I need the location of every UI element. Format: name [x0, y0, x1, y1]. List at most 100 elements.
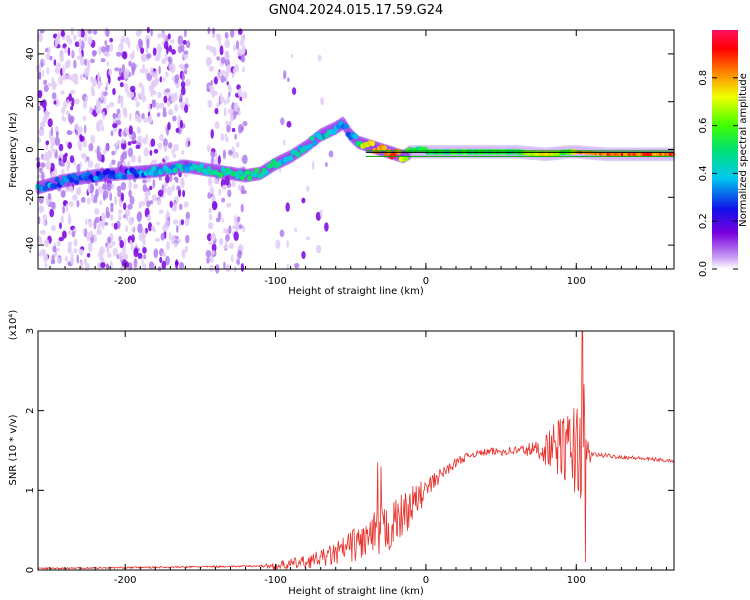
spectrogram-noise-blob	[237, 88, 243, 97]
spectrogram-noise-blob	[224, 99, 227, 106]
spectrogram-noise-blob	[153, 248, 159, 259]
spectrogram-noise-blob	[181, 72, 185, 83]
spectrogram-noise-blob	[286, 263, 290, 271]
spectrogram-noise-blob	[179, 93, 183, 104]
spectrogram-noise-blob	[237, 184, 242, 191]
spectrogram-noise-blob	[100, 58, 106, 63]
spectrogram-noise-blob	[208, 241, 212, 245]
y-tick-label: 1	[25, 487, 36, 493]
spectrogram-noise-blob	[182, 189, 186, 198]
spectrogram-noise-blob	[301, 251, 306, 259]
spectrogram-noise-blob	[212, 27, 216, 35]
spectrogram-reference-lines	[365, 150, 674, 157]
spectrogram-noise-blob	[78, 248, 84, 256]
spectrogram-noise-blob	[60, 107, 66, 115]
y-tick-label: 20	[25, 95, 36, 108]
spectrogram-noise-blob	[181, 86, 186, 96]
spectrogram-noise-blob	[77, 28, 82, 38]
spectrogram-noise-blob	[64, 152, 68, 157]
spectrogram-noise-blob	[146, 200, 151, 208]
spectrogram-noise-blob	[80, 28, 85, 38]
spectrogram-noise-blob	[59, 222, 62, 230]
spectrogram-noise-blob	[122, 51, 128, 60]
spectrogram-noise-blob	[95, 108, 101, 114]
spectrogram-noise-blob	[38, 205, 44, 214]
spectrogram-noise-blob	[223, 261, 226, 270]
spectrogram-noise-blob	[168, 45, 172, 52]
spectrogram-x-axis-label: Height of straight line (km)	[288, 286, 424, 297]
spectrogram-track-cell	[95, 170, 101, 177]
spectrogram-noise-blob	[180, 219, 184, 226]
spectrogram-noise-blob	[228, 242, 235, 249]
spectrogram-noise-blob	[306, 185, 310, 192]
colorbar-tick-label: 0.2	[698, 213, 709, 229]
spectrogram-noise-blob	[165, 71, 169, 78]
spectrogram-noise-blob	[116, 140, 121, 145]
spectrogram-noise-blob	[41, 99, 47, 109]
spectrogram-noise-blob	[68, 93, 72, 102]
spectrogram-noise-blob	[88, 219, 93, 228]
spectrogram-noise-blob	[105, 86, 108, 91]
spectrogram-noise-blob	[100, 90, 105, 100]
spectrogram-noise-blob	[120, 192, 125, 202]
spectrogram-noise-blob	[185, 40, 191, 49]
spectrogram-noise-blob	[86, 156, 90, 162]
spectrogram-noise-blob	[238, 123, 244, 134]
spectrogram-noise-blob	[39, 167, 43, 174]
spectrogram-noise-blob	[137, 135, 143, 144]
spectrogram-noise-blob	[44, 263, 48, 268]
spectrogram-noise-blob	[52, 148, 57, 154]
spectrogram-noise-blob	[158, 65, 161, 75]
spectrogram-noise-blob	[58, 76, 63, 85]
spectrogram-noise-blob	[183, 201, 189, 208]
spectrogram-noise-blob	[151, 80, 157, 86]
spectrogram-noise-blob	[45, 161, 52, 170]
spectrogram-track-cell	[247, 175, 253, 181]
spectrogram-noise-blob	[168, 231, 172, 241]
spectrogram-noise-blob	[132, 50, 135, 58]
spectrogram-noise-blob	[67, 241, 73, 248]
spectrogram-noise-blob	[233, 214, 237, 225]
spectrogram-noise-blob	[163, 41, 169, 50]
spectrogram-noise-blob	[216, 71, 221, 80]
spectrogram-noise-blob	[234, 133, 237, 140]
spectrogram-noise-blob	[64, 47, 68, 54]
spectrogram-noise-blob	[123, 71, 129, 80]
colorbar-tick-label: 0.4	[698, 165, 709, 181]
spectrogram-noise-blob	[84, 67, 90, 77]
spectrogram-noise-blob	[73, 73, 79, 82]
spectrogram-noise-blob	[95, 121, 101, 131]
spectrogram-noise-blob	[41, 69, 45, 77]
spectrogram-noise-blob	[78, 38, 82, 48]
spectrogram-noise-blob	[84, 124, 87, 134]
spectrogram-noise-blob	[77, 126, 83, 134]
spectrogram-noise-blob	[242, 154, 248, 165]
spectrogram-noise-blob	[151, 225, 156, 231]
spectrogram-noise-blob	[82, 115, 87, 121]
spectrogram-noise-blob	[110, 202, 114, 207]
spectrogram-noise-blob	[242, 225, 246, 233]
spectrogram-track-cell	[150, 165, 157, 172]
spectrogram-noise-blob	[41, 249, 46, 254]
spectrogram-noise-blob	[184, 218, 190, 227]
spectrogram-noise-blob	[73, 248, 78, 254]
spectrogram-noise-blob	[167, 56, 171, 63]
spectrogram-noise-blob	[137, 211, 142, 221]
spectrogram-noise-blob	[134, 114, 140, 122]
spectrogram-noise-blob	[172, 219, 179, 225]
spectrogram-noise-blob	[106, 263, 109, 270]
spectrogram-noise-blob	[217, 155, 221, 165]
spectrogram-noise-blob	[103, 147, 107, 155]
spectrogram-noise-blob	[127, 204, 133, 210]
spectrogram-noise-blob	[205, 249, 212, 258]
spectrogram-noise-blob	[74, 98, 80, 105]
spectrogram-noise-blob	[238, 224, 243, 230]
spectrogram-noise-blob	[167, 122, 171, 131]
spectrogram-noise-blob	[225, 234, 230, 242]
spectrogram-noise-blob	[239, 96, 243, 102]
spectrogram-noise-blob	[153, 148, 159, 154]
spectrogram-noise-blob	[127, 160, 131, 167]
spectrogram-noise-blob	[48, 130, 52, 140]
spectrogram-noise-blob	[184, 63, 189, 69]
spectrogram-noise-blob	[88, 143, 94, 152]
